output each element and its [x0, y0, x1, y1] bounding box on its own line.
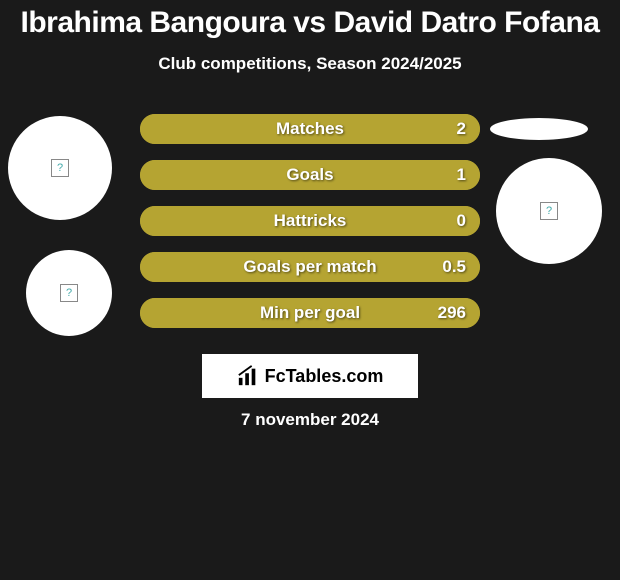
player1-avatar: ? — [8, 116, 112, 220]
stat-bar-fill — [140, 206, 480, 236]
player1-club-avatar: ? — [26, 250, 112, 336]
player2-club-avatar — [490, 118, 588, 140]
player2-avatar: ? — [496, 158, 602, 264]
subtitle: Club competitions, Season 2024/2025 — [0, 54, 620, 74]
stat-row: Goals per match0.5 — [140, 252, 480, 282]
stat-row: Hattricks0 — [140, 206, 480, 236]
broken-image-icon: ? — [51, 159, 69, 177]
stat-row: Matches2 — [140, 114, 480, 144]
brand-badge: FcTables.com — [202, 354, 418, 398]
footer-date: 7 november 2024 — [0, 410, 620, 430]
stat-bar-fill — [140, 252, 480, 282]
broken-image-icon: ? — [540, 202, 558, 220]
stat-bar-fill — [140, 298, 480, 328]
stat-bar-fill — [140, 160, 480, 190]
brand-text: FcTables.com — [265, 366, 384, 387]
page-title: Ibrahima Bangoura vs David Datro Fofana — [0, 0, 620, 40]
chart-icon — [237, 365, 259, 387]
stat-bars: Matches2 Goals1 Hattricks0 Goals per match0… — [140, 114, 480, 344]
broken-image-icon: ? — [60, 284, 78, 302]
stat-row: Goals1 — [140, 160, 480, 190]
stat-bar-fill — [140, 114, 480, 144]
stat-row: Min per goal296 — [140, 298, 480, 328]
